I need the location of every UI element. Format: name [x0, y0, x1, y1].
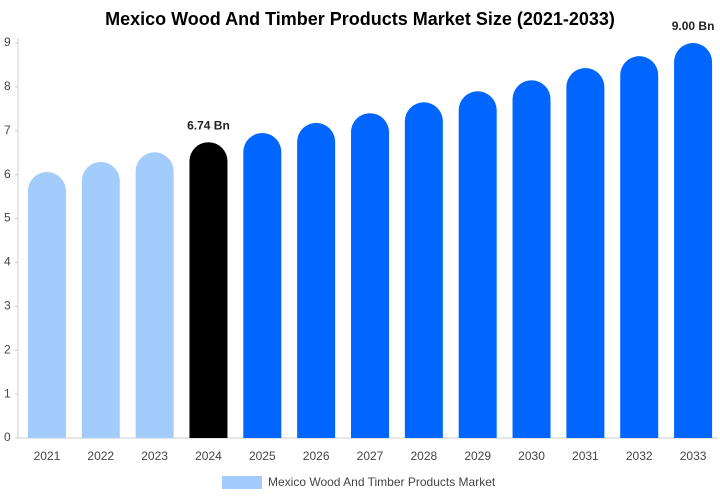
- bar: [189, 142, 228, 438]
- bar: [566, 68, 605, 439]
- legend-label: Mexico Wood And Timber Products Market: [268, 475, 496, 489]
- bar: [135, 152, 174, 439]
- x-tick-label: 2026: [303, 449, 330, 463]
- bar: [243, 132, 282, 438]
- bar: [27, 172, 66, 439]
- legend-swatch: [222, 476, 262, 489]
- bar: [674, 43, 713, 438]
- y-tick-label: 2: [4, 342, 11, 356]
- y-tick-label: 6: [4, 167, 11, 181]
- bar: [458, 91, 497, 439]
- y-tick-label: 5: [4, 211, 11, 225]
- bar: [404, 102, 443, 438]
- y-tick-label: 1: [4, 386, 11, 400]
- x-tick-label: 2024: [195, 449, 222, 463]
- x-tick-label: 2031: [572, 449, 599, 463]
- bar: [297, 122, 336, 438]
- chart-title: Mexico Wood And Timber Products Market S…: [105, 9, 615, 29]
- x-tick-label: 2023: [141, 449, 168, 463]
- x-tick-label: 2028: [410, 449, 437, 463]
- x-tick-label: 2030: [518, 449, 545, 463]
- x-tick-label: 2033: [680, 449, 707, 463]
- bar: [351, 113, 389, 439]
- x-tick-label: 2022: [87, 449, 114, 463]
- x-tick-label: 2027: [357, 449, 384, 463]
- y-tick-label: 3: [4, 299, 11, 313]
- bar: [512, 80, 551, 439]
- y-tick-label: 8: [4, 79, 11, 93]
- y-tick-label: 7: [4, 123, 11, 137]
- x-tick-label: 2032: [626, 449, 653, 463]
- y-tick-label: 0: [4, 430, 11, 444]
- x-tick-label: 2021: [34, 449, 61, 463]
- data-label: 9.00 Bn: [672, 19, 715, 33]
- y-tick-label: 4: [4, 255, 11, 269]
- data-label: 6.74 Bn: [187, 118, 230, 132]
- y-tick-label: 9: [4, 35, 11, 49]
- bar: [620, 56, 659, 439]
- bar: [81, 161, 120, 438]
- x-tick-label: 2025: [249, 449, 276, 463]
- x-tick-label: 2029: [464, 449, 491, 463]
